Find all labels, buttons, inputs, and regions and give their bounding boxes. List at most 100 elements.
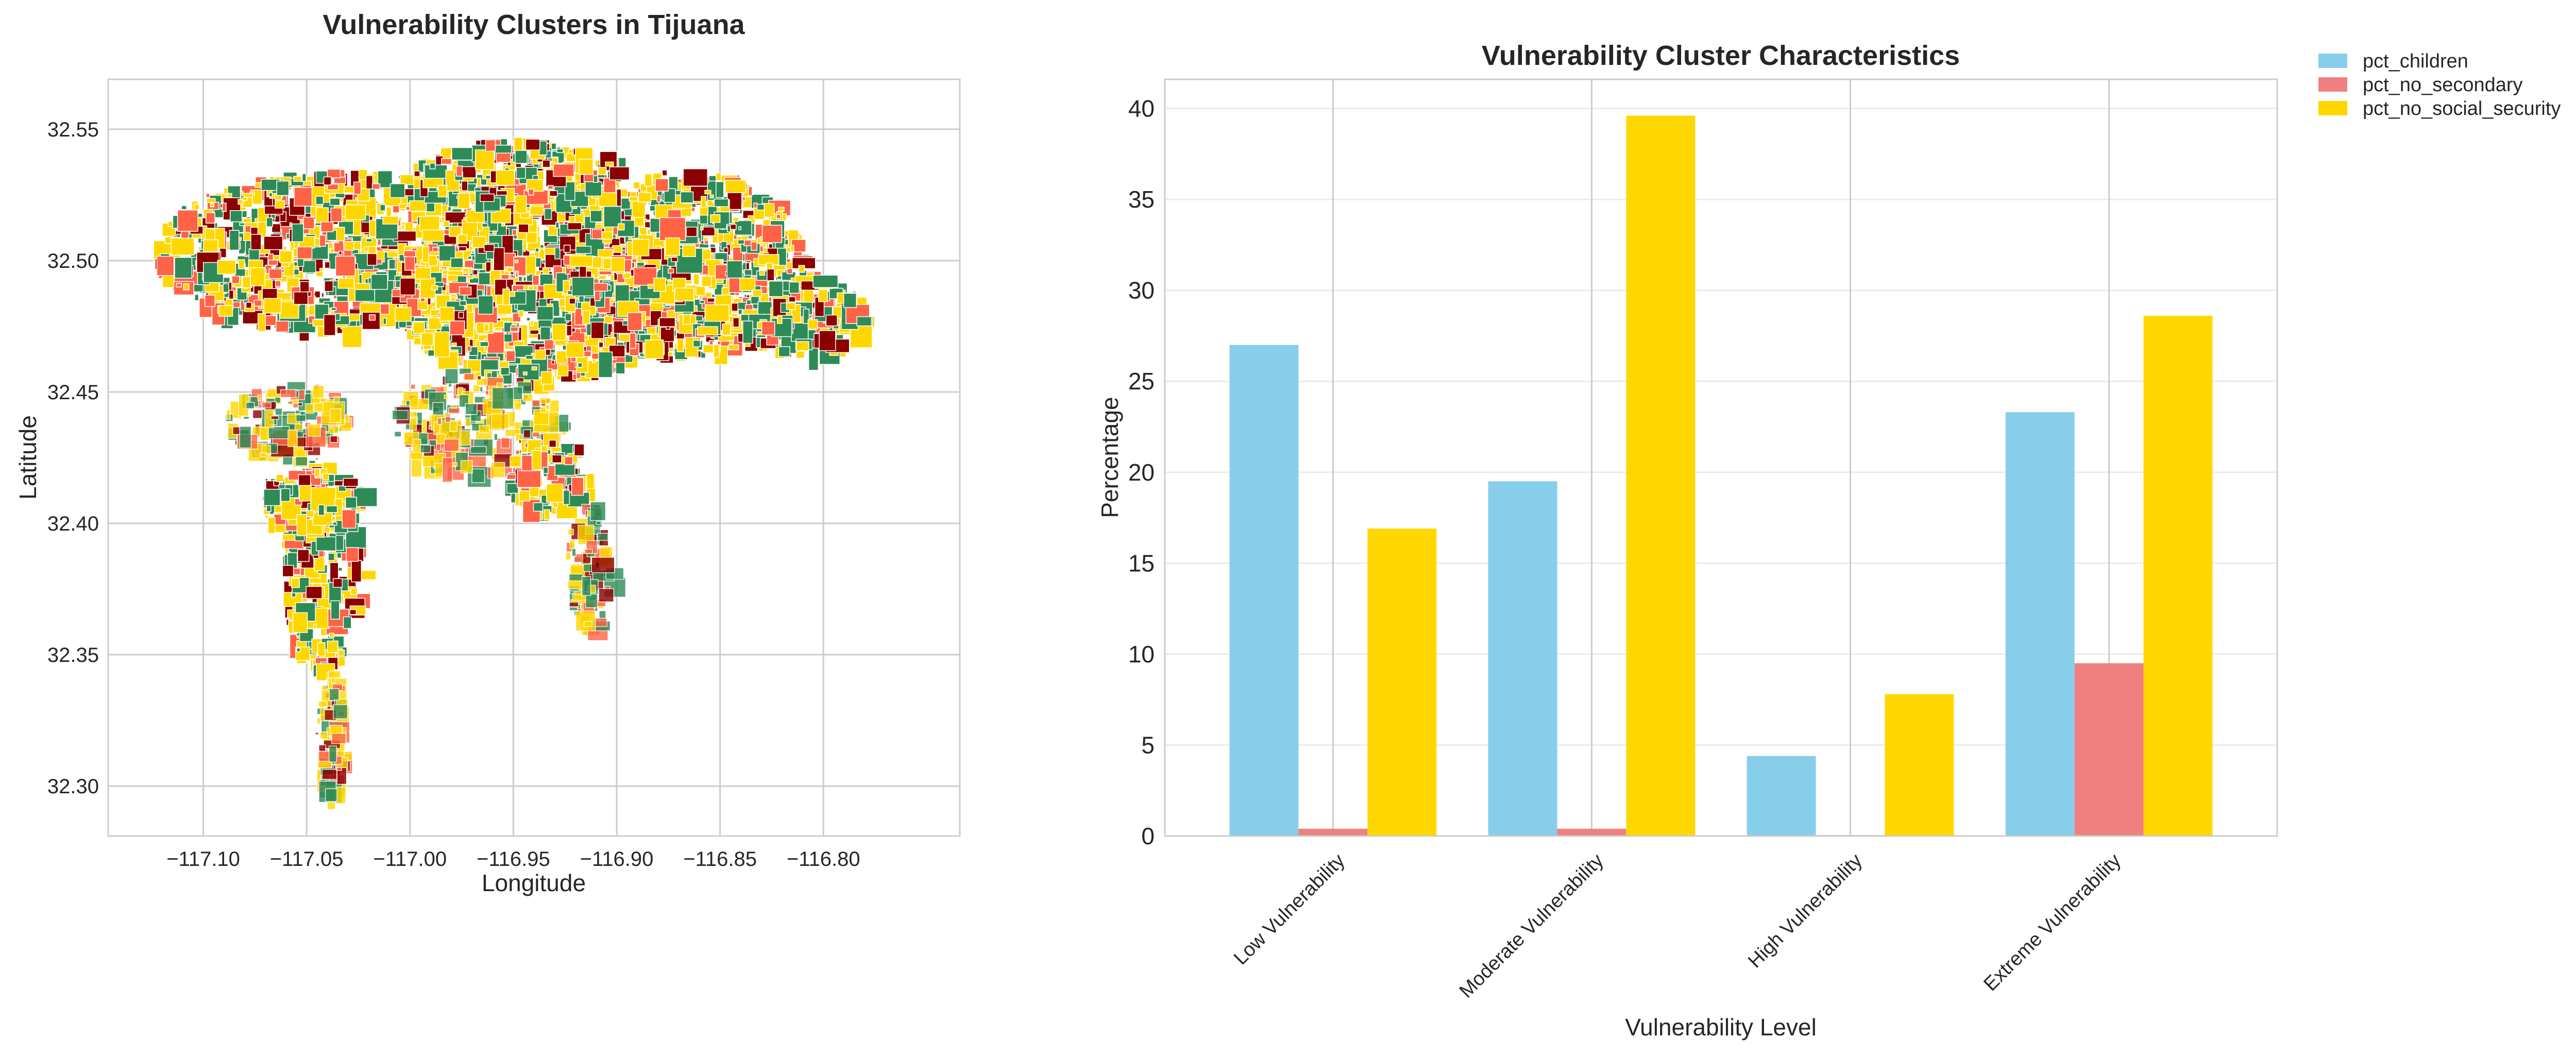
map-polygon	[353, 181, 362, 195]
map-polygon	[512, 229, 517, 236]
map-polygon	[294, 423, 303, 431]
map-polygon	[542, 267, 550, 275]
map-polygon	[598, 342, 604, 348]
map-polygon	[726, 225, 731, 233]
map-polygon	[400, 278, 416, 296]
map-polygon	[462, 268, 470, 272]
bar-x-tick-label: Moderate Vulnerability	[1455, 850, 1608, 1002]
map-polygon	[480, 193, 495, 202]
map-polygon	[429, 163, 436, 169]
map-polygon	[539, 397, 551, 404]
map-polygon	[748, 186, 753, 196]
map-polygon	[420, 444, 431, 453]
map-polygon	[460, 460, 473, 474]
map-polygon	[424, 164, 448, 179]
map-polygon	[569, 590, 574, 594]
map-polygon	[493, 247, 505, 271]
map-polygon	[543, 467, 549, 474]
map-polygon	[181, 205, 187, 210]
map-polygon	[617, 223, 625, 231]
map-polygon	[603, 316, 613, 323]
map-polygon	[491, 370, 498, 379]
map-polygon	[329, 688, 340, 701]
bar-x-label: Vulnerability Level	[1625, 1014, 1817, 1041]
map-polygon	[266, 217, 273, 227]
map-polygon	[555, 221, 560, 229]
map-polygon	[289, 222, 292, 227]
map-polygon	[297, 402, 303, 406]
map-polygon	[333, 704, 348, 720]
map-polygon	[539, 140, 548, 156]
map-polygon	[522, 393, 533, 402]
map-polygon	[575, 246, 592, 254]
map-polygon	[522, 371, 528, 376]
map-polygon	[268, 260, 278, 266]
map-polygon	[778, 346, 790, 357]
map-polygon	[445, 368, 459, 384]
map-polygon	[344, 241, 354, 251]
map-polygon	[314, 468, 320, 477]
bar-pct_children	[2005, 412, 2075, 836]
map-polygon	[282, 565, 294, 577]
map-polygon	[204, 295, 215, 307]
map-polygon	[296, 514, 307, 536]
map-polygon	[789, 281, 800, 294]
map-polygon	[761, 321, 775, 336]
map-polygon	[515, 150, 528, 164]
map-polygon	[552, 323, 567, 341]
map-polygon	[528, 189, 534, 196]
map-polygon	[732, 317, 740, 328]
map-polygon	[525, 139, 540, 150]
map-polygon	[478, 295, 494, 315]
bar-pct_children	[1229, 345, 1299, 836]
map-polygon	[578, 362, 583, 368]
map-polygon	[761, 225, 783, 243]
map-polygon	[297, 549, 310, 562]
map-x-tick-label: −117.00	[373, 848, 447, 871]
map-polygon	[571, 277, 595, 297]
map-polygon	[475, 149, 495, 170]
map-polygon	[382, 216, 399, 225]
map-polygon	[367, 246, 377, 254]
map-polygon	[603, 258, 612, 269]
map-polygon	[704, 190, 711, 195]
map-polygon	[518, 224, 529, 233]
map-polygon	[171, 237, 195, 255]
map-polygon	[568, 573, 584, 582]
map-polygon	[218, 304, 233, 317]
legend-swatch-pct_no_secondary	[2318, 77, 2347, 92]
map-polygon	[293, 176, 302, 182]
map-polygon	[497, 304, 513, 315]
map-polygon	[385, 207, 392, 217]
map-polygon	[336, 750, 345, 757]
map-polygon	[629, 196, 638, 202]
map-panel: Vulnerability Clusters in Tijuana −117.1…	[14, 9, 961, 896]
map-polygon	[693, 273, 700, 285]
map-polygon	[550, 447, 562, 453]
map-polygon	[450, 258, 464, 268]
bar-y-label: Percentage	[1096, 397, 1123, 518]
map-polygon	[238, 199, 244, 205]
map-polygon	[788, 296, 796, 302]
map-polygon	[459, 286, 472, 296]
map-x-label: Longitude	[482, 870, 586, 896]
map-title: Vulnerability Clusters in Tijuana	[323, 9, 745, 40]
map-polygon	[710, 214, 721, 223]
bar-pct_no_social_security	[1626, 115, 1696, 836]
map-polygon	[512, 321, 518, 326]
map-polygon	[776, 214, 781, 219]
map-polygon	[643, 260, 648, 264]
map-polygon	[596, 521, 602, 525]
map-polygon	[724, 180, 747, 193]
map-polygon	[460, 430, 470, 446]
map-polygon	[275, 320, 289, 333]
map-polygon	[659, 217, 686, 241]
map-x-tick-label: −116.85	[683, 848, 757, 871]
map-polygon	[465, 417, 471, 427]
map-polygon	[655, 178, 669, 192]
map-polygon	[477, 375, 482, 380]
map-polygon	[287, 430, 298, 447]
map-polygon	[371, 183, 381, 190]
map-polygon	[276, 474, 284, 482]
map-polygon	[515, 450, 520, 455]
